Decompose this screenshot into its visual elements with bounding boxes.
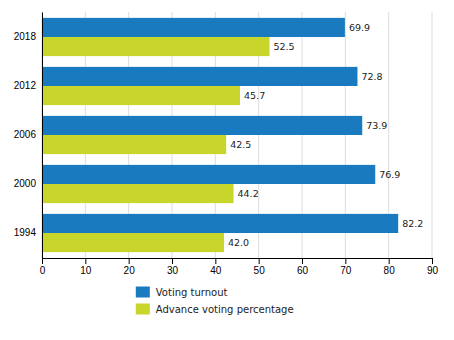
y-tick-label: 2018	[14, 31, 37, 42]
x-tick-mark	[85, 258, 86, 264]
data-labels: 82.2 76.9 73.9 72.8 69.9 42.0 44.2 42.5 45.7 52.5	[228, 22, 423, 248]
x-axis: 0 10 20 30 40 50 60 70 80 90	[40, 258, 439, 276]
data-label: 42.0	[228, 237, 249, 248]
x-tick-label: 70	[340, 265, 352, 276]
y-tick: 2000	[14, 178, 42, 189]
x-tick-label: 90	[427, 265, 439, 276]
data-label: 72.8	[361, 71, 382, 82]
legend-swatch	[136, 304, 150, 315]
data-label: 44.2	[238, 188, 259, 199]
x-tick-label: 40	[210, 265, 222, 276]
legend-swatch	[136, 287, 150, 298]
data-label: 45.7	[244, 90, 265, 101]
bars	[42, 18, 398, 252]
bar	[42, 18, 345, 37]
legend-label: Advance voting percentage	[156, 304, 294, 315]
grid-line	[42, 12, 43, 258]
bar	[42, 214, 398, 233]
x-tick-mark	[259, 258, 260, 264]
y-tick-label: 1994	[14, 227, 37, 238]
y-tick: 2006	[14, 129, 42, 140]
data-label: 42.5	[230, 139, 251, 150]
x-tick-label: 50	[254, 265, 266, 276]
data-label: 52.5	[274, 41, 295, 52]
y-tick: 1994	[14, 227, 42, 238]
chart: 0 10 20 30 40 50 60 70 80 90 1994 2000 2006 2012 2018 8…	[0, 0, 454, 340]
x-tick-mark	[42, 258, 43, 264]
y-tick-label: 2012	[14, 80, 37, 91]
x-tick-mark	[129, 258, 130, 264]
x-tick: 80	[384, 258, 396, 276]
data-label: 69.9	[349, 22, 370, 33]
x-tick-mark	[345, 258, 346, 264]
bar	[42, 67, 357, 86]
x-tick-mark	[302, 258, 303, 264]
y-axis: 1994 2000 2006 2012 2018	[14, 13, 43, 259]
x-axis-line	[43, 259, 433, 265]
bar	[42, 135, 226, 154]
bar	[42, 37, 270, 56]
x-tick: 60	[297, 258, 309, 276]
x-tick-mark	[172, 258, 173, 264]
legend-label: Voting turnout	[156, 287, 228, 298]
y-tick-label: 2000	[14, 178, 37, 189]
x-tick-label: 10	[80, 265, 92, 276]
x-tick: 0	[40, 258, 46, 276]
x-tick-label: 20	[124, 265, 136, 276]
y-axis-line	[42, 13, 43, 259]
legend-item: Advance voting percentage	[136, 304, 294, 315]
x-tick: 30	[167, 258, 179, 276]
grid	[42, 12, 432, 258]
data-label: 76.9	[379, 169, 400, 180]
bar	[42, 165, 375, 184]
legend-item: Voting turnout	[136, 287, 228, 298]
plot: 0 10 20 30 40 50 60 70 80 90 1994 2000 2006 2012 2018 8…	[14, 12, 439, 276]
bar	[42, 86, 240, 105]
x-tick-mark	[389, 258, 390, 264]
data-label: 73.9	[366, 120, 387, 131]
bar	[42, 233, 224, 252]
x-tick-label: 0	[40, 265, 46, 276]
x-tick: 20	[124, 258, 136, 276]
x-tick: 90	[427, 258, 439, 276]
grid-line	[432, 12, 433, 258]
x-tick-label: 60	[297, 265, 309, 276]
x-tick: 40	[210, 258, 222, 276]
x-tick-label: 30	[167, 265, 179, 276]
y-tick-label: 2006	[14, 129, 37, 140]
x-tick-mark	[215, 258, 216, 264]
bar	[42, 116, 362, 135]
x-tick: 10	[80, 258, 92, 276]
x-tick: 50	[254, 258, 266, 276]
y-tick: 2012	[14, 80, 42, 91]
x-tick-label: 80	[384, 265, 396, 276]
bar	[42, 184, 234, 203]
legend: Voting turnout Advance voting percentage	[136, 287, 294, 315]
x-tick: 70	[340, 258, 352, 276]
data-label: 82.2	[402, 218, 423, 229]
y-tick: 2018	[14, 31, 42, 42]
x-tick-mark	[432, 258, 433, 264]
